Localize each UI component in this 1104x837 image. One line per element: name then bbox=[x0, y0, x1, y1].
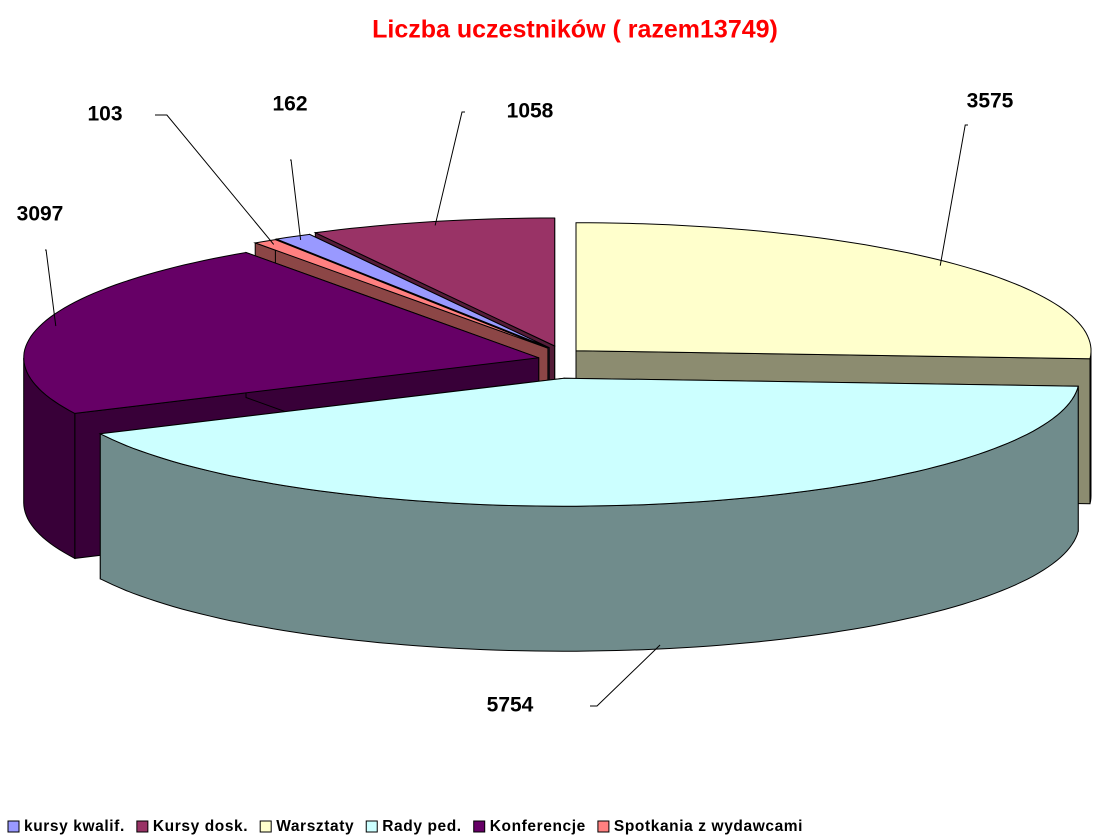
legend-swatch bbox=[473, 820, 486, 833]
slice-top bbox=[575, 222, 1092, 360]
legend-label: Warsztaty bbox=[276, 818, 354, 835]
leader-line bbox=[155, 114, 275, 245]
leader-line bbox=[590, 644, 661, 707]
legend-label: Rady ped. bbox=[382, 818, 461, 835]
slice bbox=[98, 377, 1079, 652]
data-label: 3097 bbox=[17, 203, 64, 226]
legend-swatch bbox=[365, 820, 378, 833]
leader-line bbox=[45, 249, 57, 327]
data-label: 162 bbox=[272, 93, 307, 116]
slice-top bbox=[23, 251, 539, 414]
data-label: 1058 bbox=[507, 100, 554, 123]
data-label: 5754 bbox=[487, 694, 534, 717]
slice-top bbox=[253, 239, 549, 349]
legend-label: Kursy dosk. bbox=[153, 818, 248, 835]
legend-label: kursy kwalif. bbox=[24, 818, 125, 835]
leader-line bbox=[290, 159, 302, 241]
chart-title: Liczba uczestników ( razem13749) bbox=[372, 16, 778, 44]
leader-line bbox=[434, 111, 465, 226]
slice-outer-wall bbox=[1089, 350, 1092, 504]
legend-swatch bbox=[259, 820, 272, 833]
legend-swatch bbox=[136, 820, 149, 833]
leader-line bbox=[939, 124, 968, 266]
slice-top bbox=[313, 217, 556, 347]
legend-label: Spotkania z wydawcami bbox=[614, 818, 803, 835]
legend-swatch bbox=[597, 820, 610, 833]
data-label: 103 bbox=[87, 103, 122, 126]
slice-top bbox=[98, 377, 1079, 507]
data-label: 3575 bbox=[967, 90, 1014, 113]
legend-label: Konferencje bbox=[490, 818, 586, 835]
legend-swatch bbox=[7, 820, 20, 833]
slice-top bbox=[274, 233, 550, 349]
